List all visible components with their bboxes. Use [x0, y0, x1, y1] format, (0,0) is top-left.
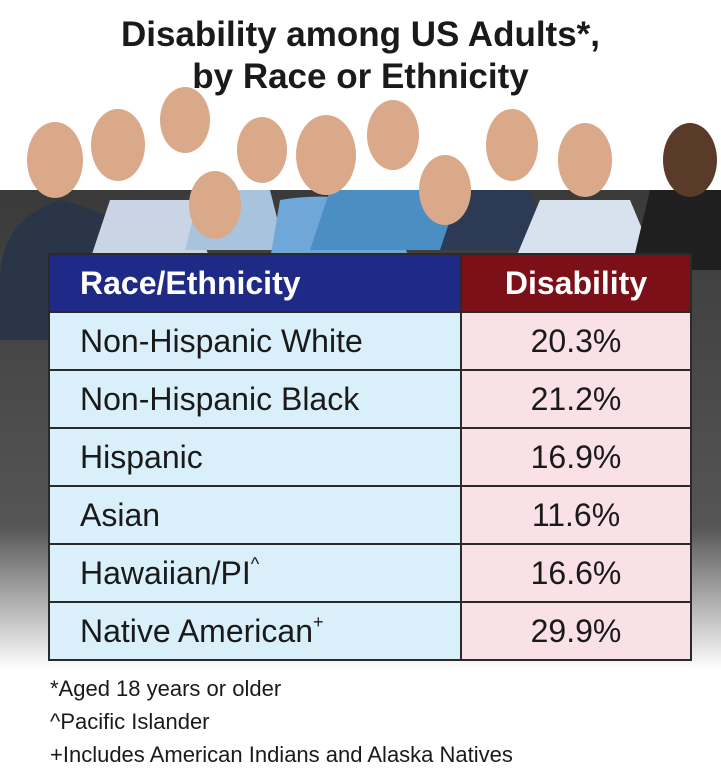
- table-row: Native American+ 29.9%: [48, 601, 692, 661]
- footnote-marker: ^: [250, 554, 260, 574]
- disability-cell: 16.6%: [460, 543, 692, 603]
- disability-cell: 16.9%: [460, 427, 692, 487]
- header-cell: Disability: [460, 253, 692, 313]
- title: Disability among US Adults*, by Race or …: [0, 14, 721, 98]
- footnotes: *Aged 18 years or older ^Pacific Islander…: [50, 672, 513, 771]
- footnote: ^Pacific Islander: [50, 709, 210, 734]
- group-cell: Native American+: [48, 601, 462, 661]
- title-line: by Race or Ethnicity: [192, 57, 529, 96]
- table-row: Hawaiian/PI^ 16.6%: [48, 543, 692, 603]
- group-name: Hispanic: [80, 438, 203, 475]
- header-cell: Race/Ethnicity: [48, 253, 462, 313]
- table-row: Non-Hispanic Black 21.2%: [48, 369, 692, 429]
- group-cell: Hispanic: [48, 427, 462, 487]
- table-row: Non-Hispanic White 20.3%: [48, 311, 692, 371]
- group-name: Native American: [80, 613, 313, 649]
- footnote: +Includes American Indians and Alaska Na…: [50, 742, 513, 767]
- disability-cell: 21.2%: [460, 369, 692, 429]
- disability-cell: 11.6%: [460, 485, 692, 545]
- group-name: Non-Hispanic White: [80, 322, 363, 359]
- group-name: Non-Hispanic Black: [80, 380, 360, 417]
- group-cell: Non-Hispanic Black: [48, 369, 462, 429]
- footnote: *Aged 18 years or older: [50, 676, 282, 701]
- disability-cell: 20.3%: [460, 311, 692, 371]
- table-row: Hispanic 16.9%: [48, 427, 692, 487]
- data-table: Race/Ethnicity Disability Non-Hispanic W…: [48, 253, 692, 661]
- disability-cell: 29.9%: [460, 601, 692, 661]
- group-cell: Asian: [48, 485, 462, 545]
- group-name: Asian: [80, 496, 161, 533]
- table-body: Non-Hispanic White 20.3% Non-Hispanic Blac…: [48, 311, 692, 661]
- footnote-marker: +: [312, 612, 324, 632]
- group-name: Hawaiian/PI: [80, 555, 251, 591]
- group-cell: Hawaiian/PI^: [48, 543, 462, 603]
- table-row: Asian 11.6%: [48, 485, 692, 545]
- header-row: Race/Ethnicity Disability: [48, 253, 692, 313]
- group-cell: Non-Hispanic White: [48, 311, 462, 371]
- title-line: Disability among US Adults*,: [120, 15, 601, 54]
